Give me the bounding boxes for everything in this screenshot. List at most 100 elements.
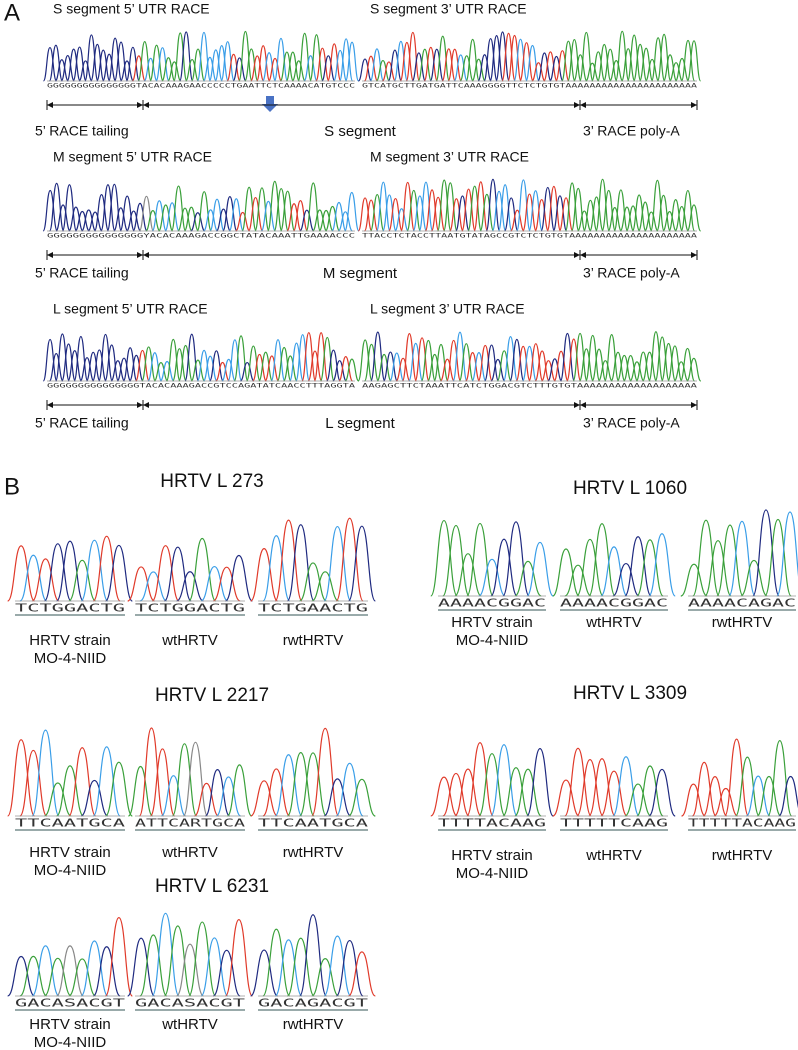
trace-peak (623, 354, 639, 382)
trace-peak (258, 351, 274, 382)
trace-peak (227, 339, 243, 382)
trace-peak (528, 190, 543, 232)
trace-peak (221, 358, 237, 382)
trace-peak (274, 519, 303, 602)
trace-peak (7, 545, 36, 602)
arrow-head (574, 102, 580, 108)
trace-peak (307, 350, 323, 382)
trace-peak (724, 738, 750, 817)
sequence: TTCAATGCA (15, 817, 126, 830)
trace-peak (311, 571, 339, 602)
trace-peak (137, 41, 152, 82)
sequence: TTTTTCAAG (560, 817, 668, 830)
trace-peak (408, 342, 424, 382)
trace-peak (238, 30, 253, 82)
trace-peak (289, 342, 304, 382)
trace-peak (31, 945, 60, 997)
trace-peak (214, 45, 229, 82)
trace-peak (190, 212, 206, 232)
trace-peak (80, 940, 109, 997)
trace-peak (285, 51, 300, 82)
trace-peak (301, 332, 317, 382)
trace-peak (85, 351, 101, 382)
trace-peak (637, 201, 653, 232)
trace-peak (478, 753, 506, 817)
trace-peak (160, 775, 187, 817)
trace-peak (603, 48, 618, 82)
trace-peak (138, 727, 165, 817)
trace-peak (363, 343, 380, 382)
region-label: S segment (324, 123, 397, 140)
trace-peak (286, 937, 315, 997)
trace-peak (155, 47, 170, 82)
trace-peak (212, 949, 241, 997)
sequence: TTACCTCTACCTTAATGTATAGCCGTCTCTGTGTAAAAAA… (362, 233, 698, 240)
arrow-head (143, 402, 149, 408)
trace-peak (337, 211, 353, 232)
trace-peak (151, 912, 180, 997)
trace-peak (461, 188, 476, 232)
trace-peak (132, 202, 148, 232)
trace-peak (91, 349, 107, 382)
trace-peak (610, 351, 626, 382)
trace-peak (691, 761, 717, 817)
sequence: AAAACGGAC (560, 597, 668, 610)
trace-peak (79, 357, 95, 382)
trace-peak (262, 768, 291, 817)
trace-peak (673, 361, 689, 382)
trace-peak (324, 205, 341, 232)
trace-peak (78, 60, 93, 82)
trace-label: MO-4-NIID (34, 650, 107, 667)
trace-peak (534, 198, 549, 232)
trace-peak (182, 741, 209, 817)
trace-peak (540, 186, 556, 232)
sequence: TCTGGACTG (15, 602, 125, 615)
trace-label: HRTV strain (451, 847, 532, 864)
trace-peak (190, 48, 206, 82)
trace-peak (43, 957, 72, 997)
trace-peak (376, 353, 392, 382)
trace-peak (573, 54, 588, 82)
trace-peak (68, 747, 97, 817)
trace-peak (502, 336, 519, 382)
trace-peak (375, 59, 391, 82)
trace-peak (484, 344, 500, 382)
trace-peak (318, 209, 334, 232)
trace-peak (311, 727, 340, 817)
trace-peak (273, 37, 289, 82)
trace-peak (335, 517, 364, 602)
trace-peak (439, 358, 455, 382)
trace-peak (433, 343, 449, 382)
trace-peak (514, 768, 542, 817)
trace-peak (245, 345, 261, 382)
trace-peak (509, 338, 525, 382)
trace-label: MO-4-NIID (34, 1034, 107, 1050)
trace-peak (680, 39, 696, 82)
trace-peak (215, 361, 230, 382)
trace-peak (478, 558, 506, 597)
trace-peak (601, 189, 616, 232)
trace-peak (516, 179, 531, 232)
trace-peak (104, 544, 133, 602)
trace-label: rwtHRTV (283, 844, 344, 861)
trace-peak (303, 55, 318, 82)
trace-peak (279, 51, 294, 82)
arrow-head (143, 102, 149, 108)
trace-peak (31, 729, 60, 817)
trace-label: wtHRTV (161, 1016, 218, 1033)
trace-peak (48, 182, 65, 232)
trace-peak (496, 350, 512, 382)
trace-peak (570, 187, 586, 232)
trace-peak (167, 61, 182, 82)
trace-peak (190, 359, 206, 382)
trace-peak (576, 759, 604, 817)
arrow-head (691, 102, 697, 108)
trace-peak (19, 749, 48, 817)
trace-peak (226, 53, 241, 82)
trace-peak (454, 768, 482, 817)
trace-peak (299, 562, 327, 602)
trace-peak (471, 58, 486, 82)
group-title: HRTV L 3309 (573, 683, 687, 704)
trace-peak (669, 62, 683, 82)
arrow-head (691, 402, 697, 408)
